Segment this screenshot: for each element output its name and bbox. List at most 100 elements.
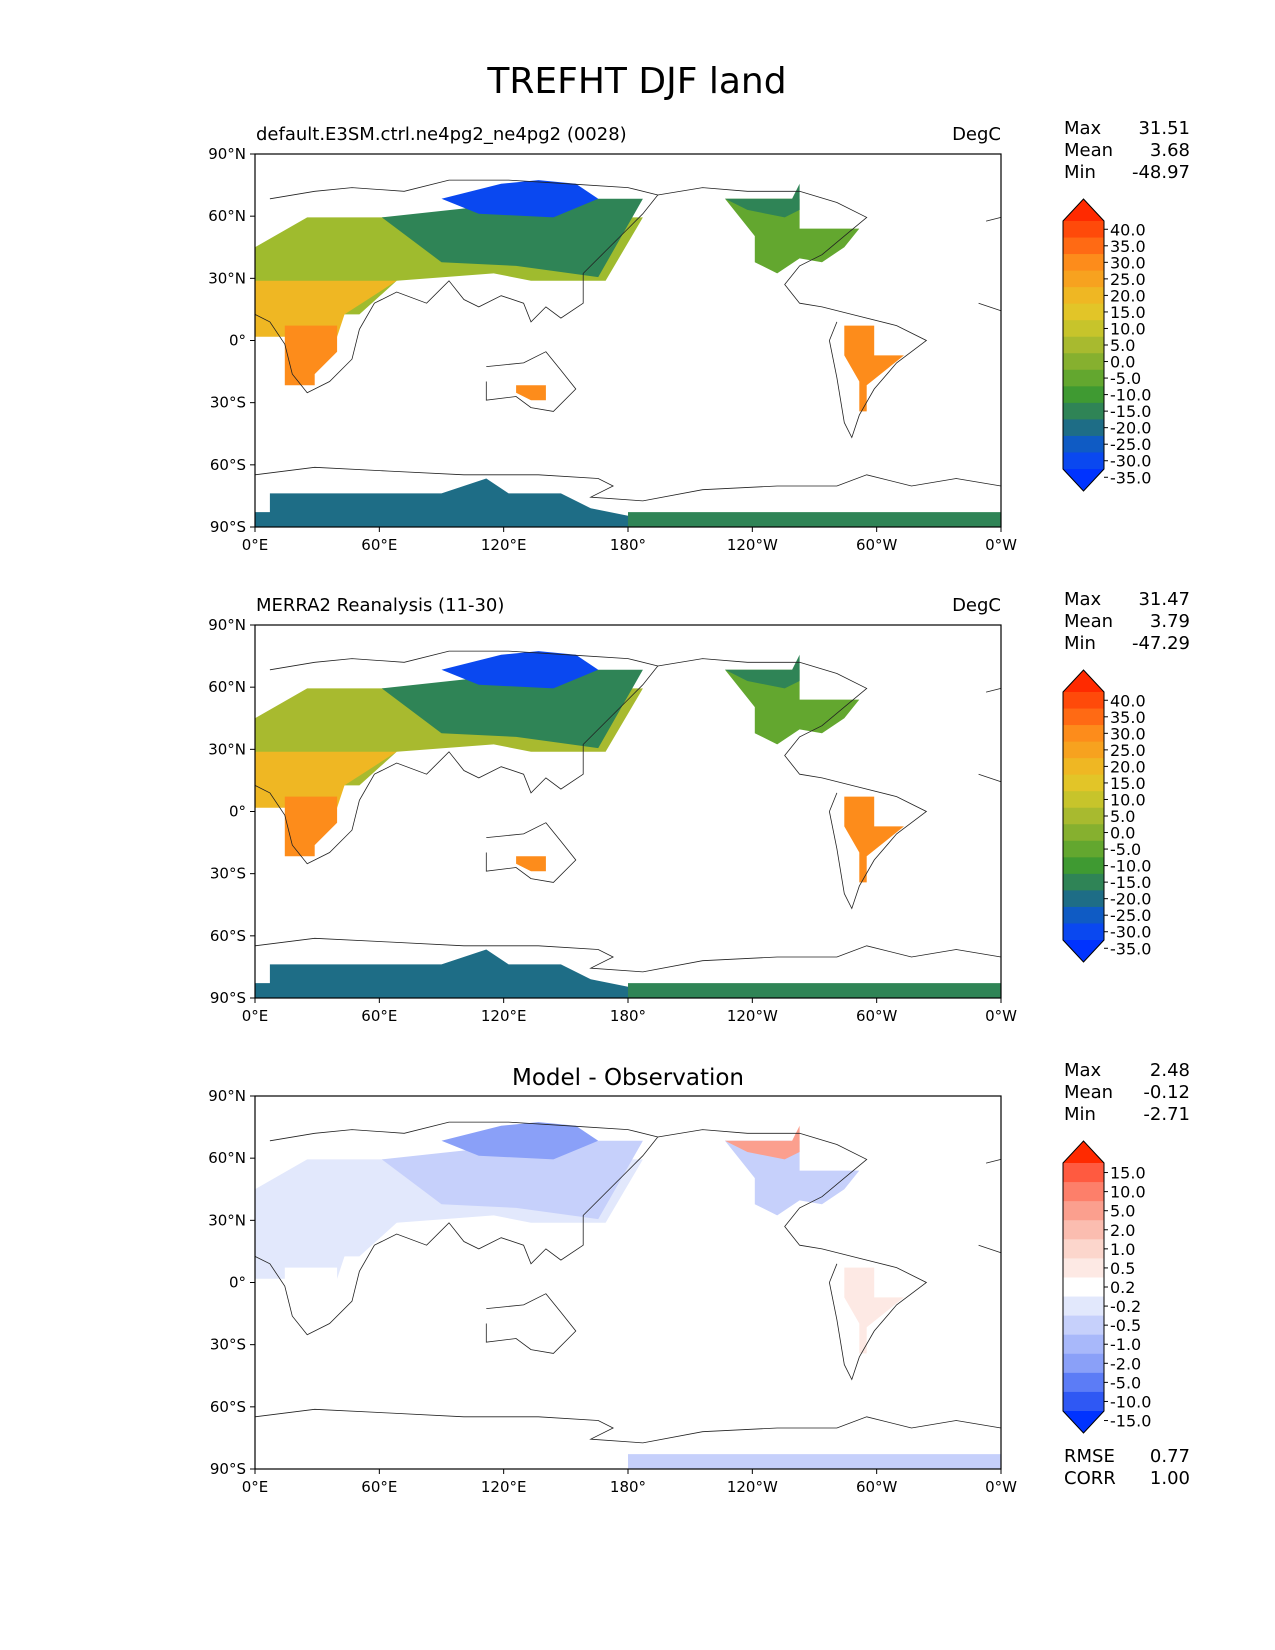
lat-tick-label: 60°N xyxy=(208,1149,246,1167)
coastline xyxy=(657,187,928,439)
colorbar-tick-label: 40.0 xyxy=(1110,220,1146,239)
colorbar-extend-max xyxy=(1063,199,1104,221)
coastline xyxy=(986,1159,1002,1164)
lon-tick-label: 120°E xyxy=(481,1007,527,1025)
panel-title-center: Model - Observation xyxy=(512,1065,744,1091)
colorbar-segment xyxy=(1063,435,1104,453)
stat-label: Min xyxy=(1064,1104,1096,1125)
lon-tick-label: 0°W xyxy=(985,1007,1017,1025)
lon-tick-label: 0°E xyxy=(242,1007,269,1025)
region-central-africa xyxy=(284,1267,338,1328)
colorbar-segment xyxy=(1063,758,1104,776)
panel-units: DegC xyxy=(952,124,1001,145)
colorbar-outline xyxy=(1062,1140,1105,1434)
colorbar-segment xyxy=(1063,1315,1104,1336)
region-central-africa xyxy=(284,325,338,386)
lon-tick-label: 180° xyxy=(610,536,646,554)
colorbar-segment xyxy=(1063,1277,1104,1298)
colorbar-tick-label: -5.0 xyxy=(1110,1373,1141,1392)
coastline xyxy=(485,822,577,883)
colorbar-tick-label: -5.0 xyxy=(1110,840,1141,859)
colorbar-tick-label: 0.2 xyxy=(1110,1278,1135,1297)
stat-value: 3.68 xyxy=(1150,140,1190,161)
extra-stat-label: RMSE xyxy=(1064,1446,1115,1467)
extra-stat-label: CORR xyxy=(1064,1468,1116,1489)
colorbar-segment xyxy=(1063,824,1104,842)
colorbar-segment xyxy=(1063,1334,1104,1355)
colorbar-tick-label: 10.0 xyxy=(1110,319,1146,338)
region-australia xyxy=(516,1327,546,1343)
region-north-america xyxy=(725,669,860,745)
colorbar-segment xyxy=(1063,287,1104,305)
coastline xyxy=(485,351,577,412)
colorbar-tick-label: -10.0 xyxy=(1110,386,1151,405)
coastline xyxy=(986,217,1002,222)
panel-title: MERRA2 Reanalysis (11-30) xyxy=(256,595,504,616)
coastline xyxy=(657,1129,928,1381)
colorbar-segment xyxy=(1063,353,1104,371)
colorbar-segment xyxy=(1063,452,1104,470)
colorbar-tick-label: -25.0 xyxy=(1110,906,1151,925)
colorbar-segment xyxy=(1063,1201,1104,1221)
region-north-america xyxy=(725,198,860,274)
colorbar-tick-label: -20.0 xyxy=(1110,890,1151,909)
colorbar-tick-label: -15.0 xyxy=(1110,873,1151,892)
colorbar-segment xyxy=(1063,692,1104,710)
colorbar-tick-label: 5.0 xyxy=(1110,1202,1135,1221)
colorbar-tick-label: -5.0 xyxy=(1110,369,1141,388)
lat-tick-label: 60°N xyxy=(208,678,246,696)
colorbar-tick-label: 35.0 xyxy=(1110,708,1146,727)
stat-value: 2.48 xyxy=(1150,1060,1190,1081)
lat-tick-label: 30°S xyxy=(210,1336,246,1354)
colorbar-extend-min xyxy=(1063,1411,1104,1433)
region-antarctica-east xyxy=(255,1420,628,1469)
colorbar-segment xyxy=(1063,791,1104,809)
colorbar-tick-label: 10.0 xyxy=(1110,790,1146,809)
lon-tick-label: 120°E xyxy=(481,536,527,554)
map-panel-reference: MERRA2 Reanalysis (11-30) DegC 90°N 60°N 30°… xyxy=(208,589,1190,1025)
coastline xyxy=(254,179,659,394)
colorbar-tick-label: -35.0 xyxy=(1110,468,1151,487)
stat-label: Max xyxy=(1064,1060,1102,1081)
colorbar-extend-max xyxy=(1063,1141,1104,1163)
lon-tick-label: 60°W xyxy=(856,536,898,554)
stat-value: -0.12 xyxy=(1143,1082,1190,1103)
panel-title: default.E3SM.ctrl.ne4pg2_ne4pg2 (0028) xyxy=(256,124,627,145)
colorbar-segment xyxy=(1063,1372,1104,1393)
colorbar-segment xyxy=(1063,270,1104,288)
colorbar-tick-label: -15.0 xyxy=(1110,1412,1151,1431)
colorbar-tick-label: -20.0 xyxy=(1110,419,1151,438)
region-north-america xyxy=(725,1140,860,1216)
coastline xyxy=(254,1121,659,1336)
panel-units: DegC xyxy=(952,595,1001,616)
colorbar-tick-label: 0.0 xyxy=(1110,824,1135,843)
colorbar-segment xyxy=(1063,1353,1104,1374)
stat-label: Mean xyxy=(1064,611,1113,632)
colorbar-segment xyxy=(1063,369,1104,387)
region-antarctica-west xyxy=(628,983,1001,998)
region-australia xyxy=(516,385,546,401)
lat-tick-label: 60°S xyxy=(210,927,246,945)
lon-tick-label: 60°E xyxy=(361,1478,397,1496)
lat-tick-label: 90°N xyxy=(208,1087,246,1105)
colorbar-segment xyxy=(1063,906,1104,924)
lon-tick-label: 0°E xyxy=(242,1478,269,1496)
colorbar-tick-label: -30.0 xyxy=(1110,452,1151,471)
region-south-america xyxy=(844,325,904,412)
stat-label: Min xyxy=(1064,633,1096,654)
lon-tick-label: 0°W xyxy=(985,536,1017,554)
colorbar-segment xyxy=(1063,890,1104,908)
colorbar-tick-label: -10.0 xyxy=(1110,857,1151,876)
region-south-america xyxy=(844,1267,904,1354)
colorbar-tick-label: 5.0 xyxy=(1110,807,1135,826)
colorbar-tick-label: 25.0 xyxy=(1110,741,1146,760)
stat-label: Max xyxy=(1064,118,1102,139)
region-arctic-siberia xyxy=(441,1122,599,1160)
colorbar-tick-label: -30.0 xyxy=(1110,923,1151,942)
colorbar-segment xyxy=(1063,741,1104,759)
region-arctic-siberia xyxy=(441,180,599,218)
lat-tick-label: 30°N xyxy=(208,269,246,287)
colorbar-segment xyxy=(1063,303,1104,321)
colorbar-tick-label: 30.0 xyxy=(1110,724,1146,743)
colorbar-segment xyxy=(1063,1391,1104,1412)
